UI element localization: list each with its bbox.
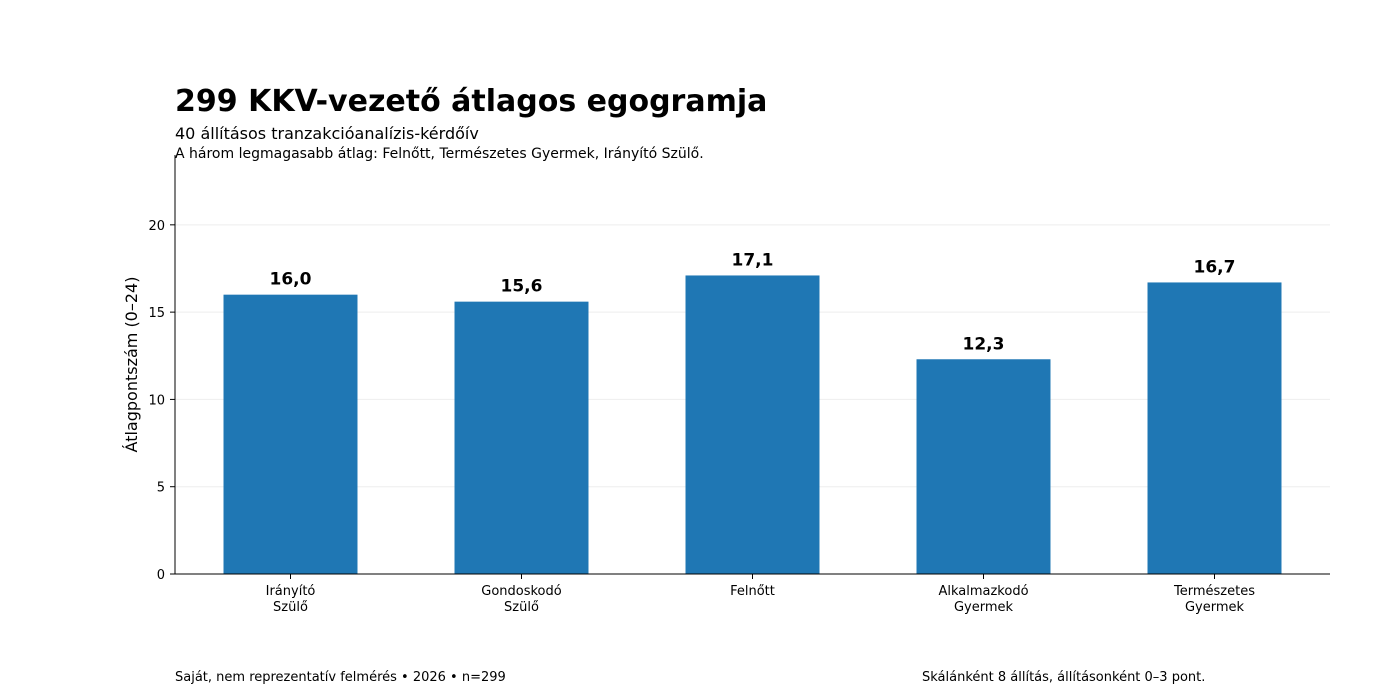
chart-title: 299 KKV-vezető átlagos egogramja (175, 84, 768, 119)
y-axis-label: Átlagpontszám (0–24) (122, 277, 141, 453)
bar-value-label: 12,3 (963, 334, 1005, 354)
bar-value-label: 16,7 (1194, 257, 1236, 277)
source-note: Saját, nem reprezentatív felmérés • 2026… (175, 670, 506, 685)
x-tick-label: Szülő (273, 600, 308, 615)
bar (1147, 282, 1282, 574)
x-tick-label: Gyermek (954, 600, 1014, 615)
y-tick-label: 5 (157, 481, 165, 496)
x-tick-label: Gondoskodó (481, 584, 562, 599)
chart-note: A három legmagasabb átlag: Felnőtt, Term… (175, 146, 704, 162)
x-tick-label: Alkalmazkodó (938, 584, 1028, 599)
x-tick-label: Felnőtt (730, 584, 775, 599)
scale-note: Skálánként 8 állítás, állításonként 0–3 … (922, 670, 1206, 685)
bar (223, 294, 358, 574)
bar-value-label: 15,6 (501, 277, 543, 297)
bar (916, 359, 1051, 574)
bar (685, 275, 820, 574)
x-tick-label: Irányító (266, 584, 316, 599)
y-tick-label: 20 (148, 219, 165, 234)
y-tick-label: 10 (148, 393, 165, 408)
bar (454, 301, 589, 574)
y-tick-label: 0 (157, 568, 165, 583)
bar-value-label: 17,1 (732, 250, 774, 270)
y-tick-label: 15 (148, 306, 165, 321)
x-tick-label: Természetes (1173, 584, 1255, 599)
x-tick-label: Gyermek (1185, 600, 1245, 615)
x-tick-label: Szülő (504, 600, 539, 615)
chart-subtitle: 40 állításos tranzakcióanalízis-kérdőív (175, 124, 479, 143)
bar-value-label: 16,0 (270, 270, 312, 290)
